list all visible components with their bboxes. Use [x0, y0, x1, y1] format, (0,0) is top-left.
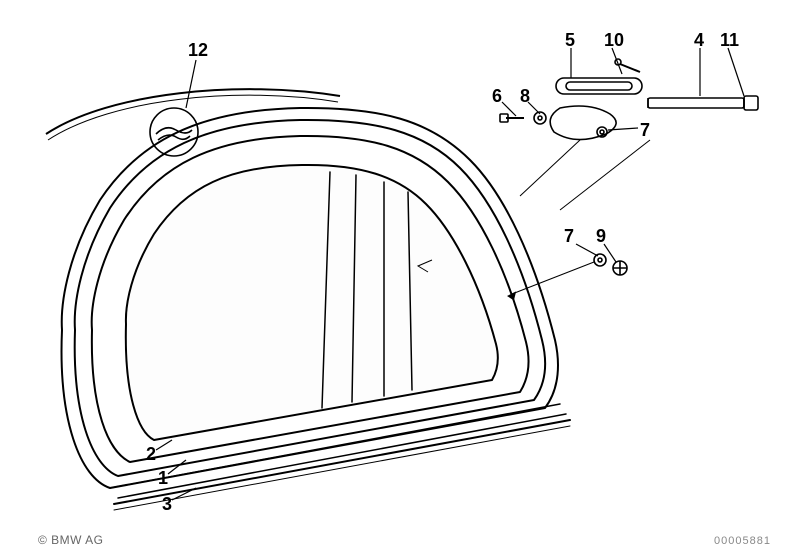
callout-11: 11 [720, 30, 739, 51]
callout-7a: 7 [640, 120, 650, 141]
callout-1: 1 [158, 468, 168, 489]
callout-7b: 7 [564, 226, 574, 247]
callout-6: 6 [492, 86, 502, 107]
callout-5: 5 [565, 30, 575, 51]
callout-10: 10 [604, 30, 624, 51]
callout-9: 9 [596, 226, 606, 247]
callout-8: 8 [520, 86, 530, 107]
vent-window-drawing [0, 0, 799, 559]
callout-2: 2 [146, 444, 156, 465]
callout-12: 12 [188, 40, 208, 61]
callout-3: 3 [162, 494, 172, 515]
callout-4: 4 [694, 30, 704, 51]
diagram-canvas: 12 5 10 4 11 6 8 7 7 9 1 2 3 © BMW AG 00… [0, 0, 799, 559]
part-reference: 00005881 [714, 535, 771, 547]
copyright-text: © BMW AG [38, 533, 104, 547]
